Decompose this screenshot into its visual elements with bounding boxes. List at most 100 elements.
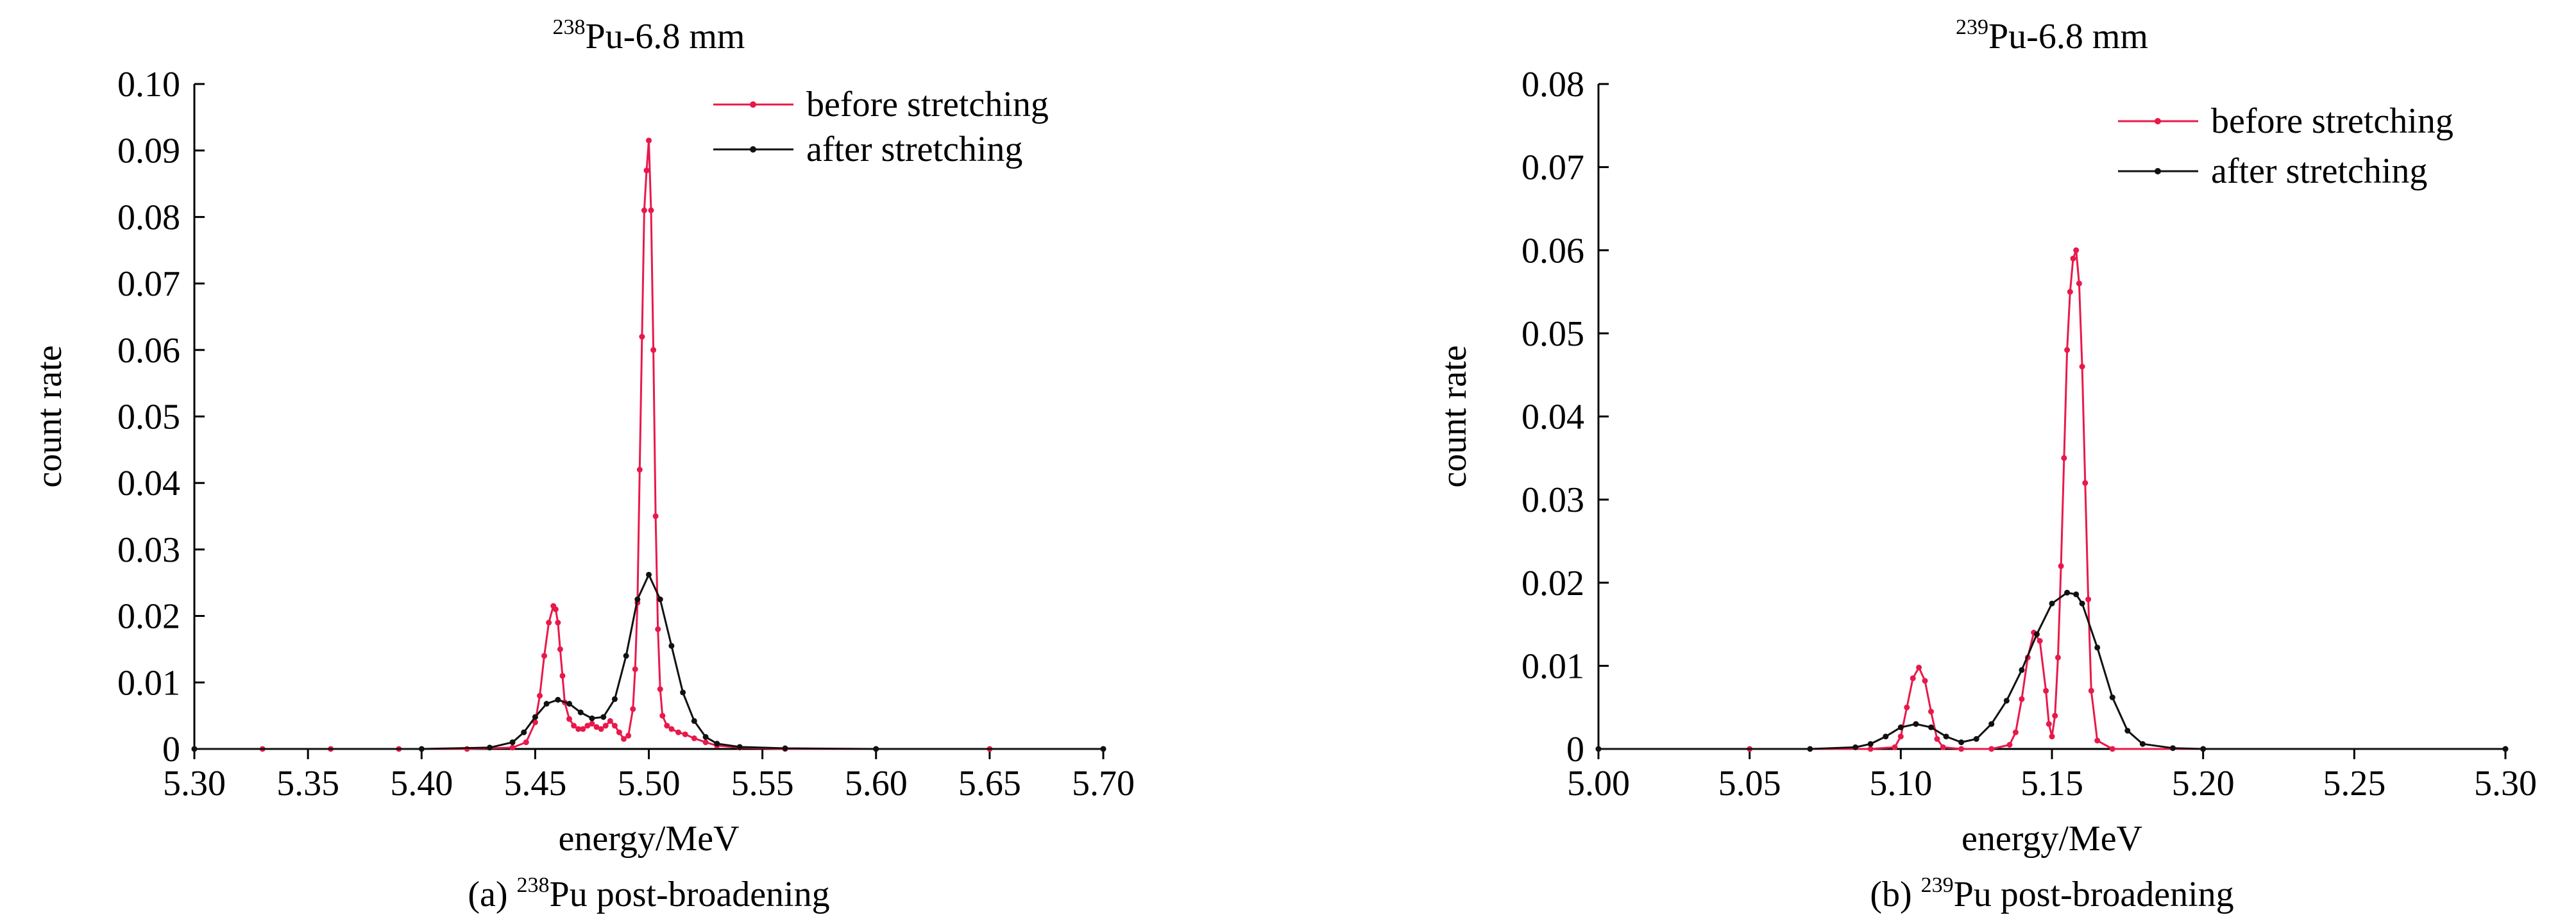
series-after	[191, 571, 1106, 752]
x-tick-label: 5.55	[731, 764, 794, 803]
data-point	[2200, 746, 2207, 752]
series-line-after	[1598, 591, 2505, 750]
caption-prefix: (b)	[1870, 875, 1920, 914]
y-tick-label: 0.06	[117, 331, 180, 371]
data-point	[566, 701, 572, 707]
data-point	[509, 744, 516, 751]
y-tick-label: 0.08	[1521, 65, 1584, 105]
data-point	[646, 571, 652, 578]
data-point	[191, 746, 198, 752]
data-point	[509, 739, 516, 746]
y-tick-label: 0.07	[1521, 148, 1584, 188]
series-before	[191, 137, 1106, 752]
data-point	[2124, 728, 2131, 734]
data-point	[611, 696, 618, 702]
data-point	[589, 721, 595, 727]
data-point	[607, 718, 613, 724]
data-point	[2019, 696, 2025, 702]
chart-title: 239Pu-6.8 mm	[1956, 15, 2148, 56]
data-point	[1934, 735, 1940, 742]
data-point	[1100, 746, 1106, 752]
chart-caption: (a) 238Pu post-broadening	[468, 873, 829, 914]
data-point	[1913, 721, 1919, 727]
data-point	[2058, 563, 2064, 569]
data-point	[668, 726, 675, 732]
x-tick-label: 5.10	[1869, 764, 1932, 803]
data-point	[546, 619, 552, 626]
x-axis-label: energy/MeV	[559, 819, 740, 859]
y-tick-label: 0.08	[117, 197, 180, 237]
y-tick-label: 0.06	[1521, 231, 1584, 271]
y-axis-label: count rate	[30, 345, 69, 487]
data-point	[593, 724, 600, 730]
data-point	[2082, 480, 2089, 486]
title-superscript: 238	[553, 15, 586, 39]
y-tick-label: 0.02	[1521, 564, 1584, 603]
data-point	[1988, 746, 1995, 752]
data-point	[630, 706, 636, 712]
data-point	[1892, 744, 1898, 750]
data-point	[736, 744, 743, 750]
data-point	[714, 741, 720, 747]
data-point	[1867, 746, 1874, 752]
data-point	[2079, 600, 2085, 607]
title-main: Pu-6.8 mm	[586, 17, 745, 56]
y-tick-label: 0.04	[117, 464, 180, 503]
legend-marker	[750, 146, 756, 153]
x-tick-label: 5.20	[2172, 764, 2235, 803]
data-point	[2085, 596, 2092, 603]
data-point	[632, 666, 638, 673]
data-point	[1883, 734, 1889, 740]
data-point	[2079, 364, 2085, 370]
x-tick-label: 5.30	[163, 764, 226, 803]
data-point	[657, 686, 663, 693]
y-tick-label: 0.04	[1521, 398, 1584, 437]
data-point	[2076, 280, 2082, 287]
data-point	[2139, 741, 2146, 747]
data-point	[646, 137, 652, 144]
data-point	[682, 731, 688, 737]
data-point	[2073, 247, 2080, 253]
legend-marker	[750, 101, 756, 108]
data-point	[2094, 644, 2101, 651]
legend-label: before stretching	[806, 85, 1049, 124]
chart-caption: (b) 239Pu post-broadening	[1870, 873, 2233, 914]
data-point	[575, 726, 582, 732]
data-point	[2049, 734, 2055, 740]
data-point	[1916, 664, 1922, 671]
data-point	[657, 596, 663, 603]
data-point	[655, 626, 661, 632]
data-point	[602, 723, 609, 729]
data-point	[600, 714, 607, 720]
y-tick-label: 0.09	[117, 131, 180, 171]
data-point	[2055, 654, 2061, 660]
y-tick-label: 0	[162, 730, 180, 769]
y-tick-label: 0.01	[1521, 646, 1584, 686]
data-point	[1940, 744, 1946, 750]
data-point	[782, 745, 788, 752]
data-point	[873, 746, 879, 752]
data-point	[1595, 746, 1602, 752]
data-point	[555, 696, 561, 703]
legend-label: before stretching	[2211, 101, 2453, 141]
data-point	[523, 739, 529, 746]
data-point	[1973, 735, 1979, 742]
y-tick-label: 0.07	[117, 264, 180, 304]
data-point	[2049, 600, 2055, 607]
title-superscript: 239	[1956, 15, 1988, 39]
chart-title: 238Pu-6.8 mm	[553, 15, 745, 56]
data-point	[1807, 746, 1813, 752]
data-point	[2012, 729, 2019, 735]
data-point	[2064, 347, 2071, 353]
data-point	[559, 673, 566, 679]
data-point	[2019, 667, 2025, 673]
y-tick-label: 0	[1566, 730, 1584, 769]
x-tick-label: 5.25	[2323, 764, 2385, 803]
data-point	[652, 513, 659, 519]
data-point	[659, 712, 666, 719]
data-point	[1928, 709, 1934, 715]
data-point	[643, 167, 650, 174]
data-point	[487, 744, 493, 751]
data-point	[636, 467, 643, 473]
data-point	[584, 723, 591, 729]
